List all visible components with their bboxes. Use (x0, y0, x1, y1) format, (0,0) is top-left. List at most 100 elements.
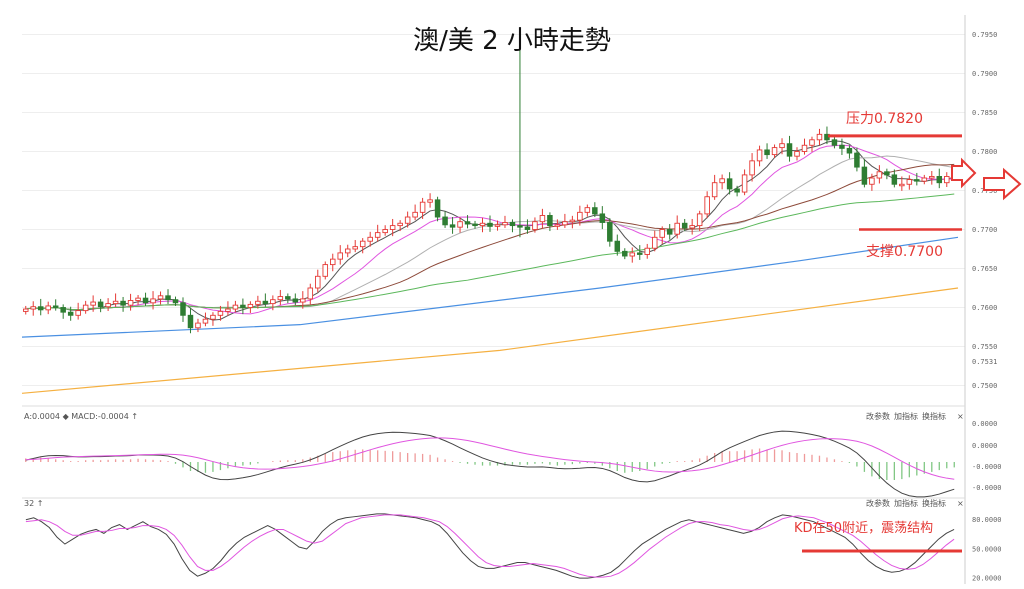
arrow-icon (951, 157, 977, 189)
kd-panel-button: 换指标 (922, 498, 946, 508)
candle-body (569, 219, 576, 223)
candle-body (726, 178, 733, 190)
candle-body (659, 229, 665, 238)
candle-body (120, 300, 126, 306)
price-tick-label: 0.7900 (972, 70, 997, 78)
candle-body (277, 296, 284, 301)
candle-body (786, 143, 793, 157)
candle-body (240, 304, 246, 308)
candle-body (90, 301, 96, 306)
close-icon: × (957, 412, 964, 421)
candle-body (599, 213, 606, 223)
candle-body (696, 213, 703, 227)
resistance-label: 压力0.7820 (846, 111, 923, 127)
candle-body (629, 252, 636, 257)
candle-body (225, 308, 231, 312)
arrow-icon (983, 167, 1022, 201)
candle-body (509, 222, 516, 227)
kd-indicator: 32 ↑ 改参数 加指标 换指标 × 80.0000 50.0000 20.0000 (24, 498, 1002, 583)
candle-body (457, 221, 463, 228)
candle-body (37, 306, 44, 311)
candle-body (22, 308, 29, 312)
price-tick-label: 0.7550 (972, 343, 997, 351)
candle-body (330, 258, 336, 266)
candlesticks (22, 42, 958, 334)
candle-body (30, 306, 36, 310)
candle-body (794, 151, 800, 157)
candle-body (816, 133, 823, 141)
kd-panel-button: 加指标 (894, 498, 918, 508)
candle-body (801, 144, 808, 152)
candle-body (270, 299, 276, 305)
candle-body (344, 248, 351, 254)
macd-panel-button: 加指标 (894, 411, 918, 421)
candle-body (187, 314, 194, 329)
macd-legend: A:0.0004 ◆ MACD:-0.0004 ↑ (24, 412, 138, 421)
candle-body (479, 222, 486, 227)
candle-body (427, 199, 433, 203)
candle-body (464, 221, 471, 225)
candle-body (764, 149, 770, 156)
macd-tick-label: -0.0000 (972, 463, 1002, 471)
candle-body (562, 221, 568, 226)
candle-body (315, 275, 321, 289)
candle-body (180, 302, 186, 316)
candle-body (741, 174, 748, 193)
grid-lines (22, 15, 966, 584)
candle-body (67, 311, 74, 316)
candle-body (577, 211, 583, 221)
candle-body (300, 298, 306, 303)
price-tick-label: 0.7650 (972, 265, 997, 273)
candle-body (397, 222, 403, 227)
macd-tick-label: -0.0000 (972, 484, 1002, 492)
macd-indicator: A:0.0004 ◆ MACD:-0.0004 ↑ 改参数 加指标 换指标 × 0.000… (24, 411, 1002, 498)
ma250-line (21, 287, 959, 394)
price-tick-label: 0.7850 (972, 109, 997, 117)
candle-body (914, 179, 920, 182)
price-tick-label: 0.7600 (972, 304, 997, 312)
candle-body (127, 300, 134, 306)
candle-body (674, 222, 680, 235)
candle-body (112, 300, 119, 305)
candle-body (105, 303, 111, 308)
kd-tick-label: 80.0000 (972, 516, 1002, 524)
candle-body (307, 287, 314, 300)
candle-body (891, 174, 898, 185)
candle-body (195, 322, 201, 329)
candle-body (839, 144, 845, 149)
candle-body (352, 246, 358, 250)
candle-body (502, 222, 508, 226)
support-label: 支撑0.7700 (866, 244, 943, 260)
candle-body (936, 176, 943, 184)
macd-panel-button: 改参数 (866, 411, 890, 421)
candle-body (165, 295, 171, 301)
candle-body (681, 222, 688, 229)
candle-body (906, 179, 913, 185)
candle-body (929, 176, 935, 179)
candle-body (524, 226, 531, 230)
candle-body (592, 207, 598, 215)
candle-body (547, 215, 553, 227)
candle-body (262, 300, 269, 305)
candle-body (135, 297, 141, 301)
candle-body (232, 304, 239, 310)
candle-body (584, 207, 591, 213)
candle-body (202, 318, 209, 324)
kd-k-line (25, 513, 955, 579)
candle-body (157, 295, 164, 300)
candle-body (487, 222, 493, 227)
price-tick-label: 0.7500 (972, 382, 997, 390)
macd-dea-line (25, 437, 955, 480)
candle-body (532, 221, 538, 230)
candle-body (367, 236, 373, 242)
macd-tick-label: 0.0000 (972, 420, 997, 428)
candle-body (374, 232, 381, 238)
candle-body (809, 139, 815, 146)
ma120-line (21, 236, 959, 338)
candle-body (45, 305, 51, 311)
candle-body (779, 143, 785, 149)
candle-body (82, 304, 89, 312)
price-tick-label: 0.7800 (972, 148, 997, 156)
candle-body (494, 224, 501, 227)
candle-body (711, 182, 718, 198)
